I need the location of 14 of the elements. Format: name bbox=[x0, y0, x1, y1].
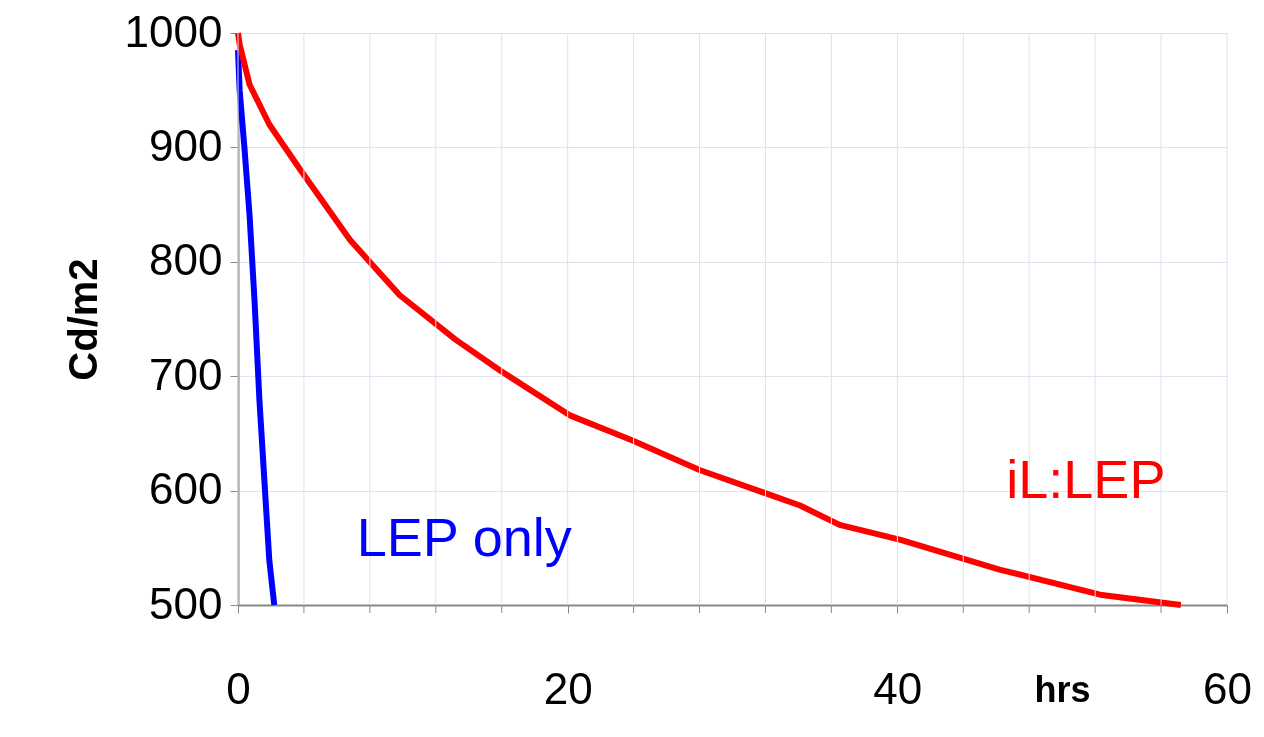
y-tick-label: 700 bbox=[149, 349, 223, 399]
x-axis-title: hrs bbox=[1034, 668, 1091, 710]
y-axis-title: Cd/m2 bbox=[60, 258, 105, 381]
y-tick-label: 800 bbox=[149, 235, 223, 285]
y-tick-label: 900 bbox=[149, 120, 223, 170]
series-label: iL:LEP bbox=[1006, 449, 1166, 509]
series-label: LEP only bbox=[356, 507, 572, 567]
x-tick-label: 20 bbox=[543, 663, 593, 713]
x-tick-label: 60 bbox=[1203, 663, 1252, 713]
y-tick-label: 600 bbox=[149, 464, 223, 514]
y-tick-label: 1000 bbox=[124, 6, 223, 56]
x-tick-label: 40 bbox=[873, 663, 923, 713]
y-tick-label: 500 bbox=[149, 578, 223, 628]
x-tick-label: 0 bbox=[226, 663, 251, 713]
